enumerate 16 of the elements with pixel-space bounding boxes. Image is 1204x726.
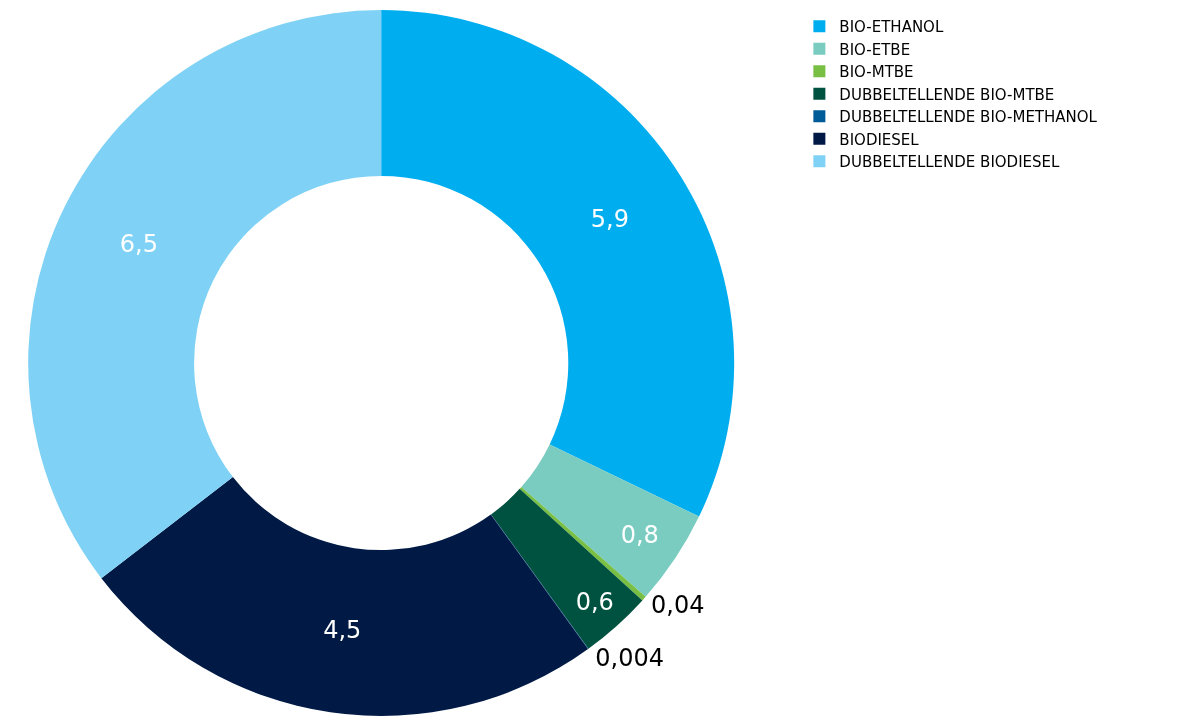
data-label: 0,004 xyxy=(595,644,664,673)
data-label: 5,9 xyxy=(590,205,630,234)
data-label: 0,6 xyxy=(575,587,614,616)
data-label: 0,8 xyxy=(620,521,659,550)
legend-label: BIO-ETBE xyxy=(839,40,911,59)
legend-label: DUBBELTELLENDE BIODIESEL xyxy=(839,153,1061,172)
legend-label: DUBBELTELLENDE BIO-MTBE xyxy=(839,85,1055,104)
legend-label: BIODIESEL xyxy=(839,130,920,149)
legend-label: DUBBELTELLENDE BIO-METHANOL xyxy=(839,108,1098,127)
data-label: 0,04 xyxy=(651,590,705,619)
donut-slice xyxy=(381,10,734,517)
data-label: 6,5 xyxy=(119,229,159,258)
legend-label: BIO-MTBE xyxy=(839,63,914,82)
data-label: 4,5 xyxy=(323,616,362,645)
donut-slice xyxy=(28,10,382,579)
legend-label: BIO-ETHANOL xyxy=(839,18,944,37)
